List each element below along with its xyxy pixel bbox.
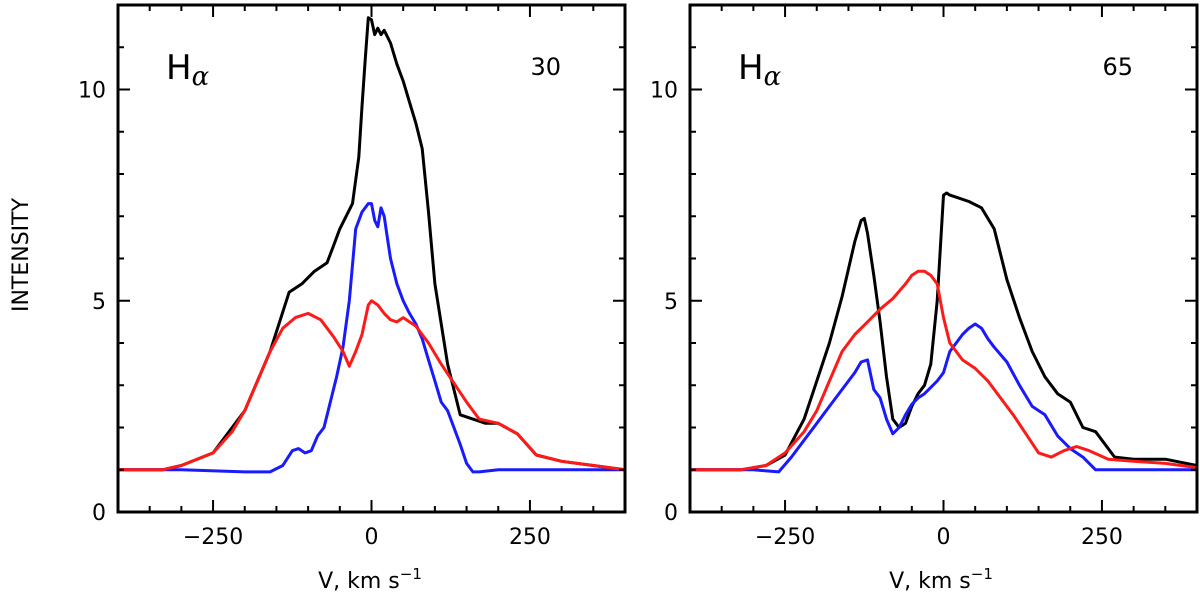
- plot-area-right: −250 0 250 0 5 10: [650, 3, 1199, 550]
- y-tick-label-right: 0: [664, 501, 678, 526]
- panel-title-left: Hα: [166, 48, 210, 92]
- x-tick-label-right: 250: [1081, 525, 1123, 550]
- panel-left: −250 0 250 0 5 10 Hα 30 V, km s−1: [78, 3, 627, 594]
- series-red-left: [118, 299, 625, 472]
- y-tick-label-left: 5: [92, 290, 106, 315]
- x-tick-label-left: −250: [183, 525, 243, 550]
- x-tick-label-left: 0: [365, 525, 379, 550]
- y-axis-label: INTENSITY: [9, 197, 34, 312]
- y-tick-label-left: 0: [92, 501, 106, 526]
- panel-corner-label-right: 65: [1102, 53, 1133, 81]
- series-black-left: [118, 16, 625, 472]
- series-red-right: [690, 269, 1197, 472]
- panel-right: −250 0 250 0 5 10 Hα 65 V, km s−1: [650, 3, 1199, 594]
- y-tick-label-right: 5: [664, 290, 678, 315]
- x-axis-label-left: V, km s−1: [318, 565, 422, 594]
- x-tick-label-right: 0: [937, 525, 951, 550]
- series-black-right: [690, 191, 1197, 472]
- series-blue-left: [118, 202, 625, 474]
- series-blue-right: [690, 322, 1197, 474]
- panel-title-right: Hα: [738, 48, 782, 92]
- plot-area-left: −250 0 250 0 5 10: [78, 3, 627, 550]
- y-tick-label-left: 10: [78, 79, 106, 104]
- x-tick-label-left: 250: [509, 525, 551, 550]
- x-tick-label-right: −250: [755, 525, 815, 550]
- y-tick-label-right: 10: [650, 79, 678, 104]
- x-axis-label-right: V, km s−1: [889, 565, 993, 594]
- panel-corner-label-left: 30: [530, 53, 561, 81]
